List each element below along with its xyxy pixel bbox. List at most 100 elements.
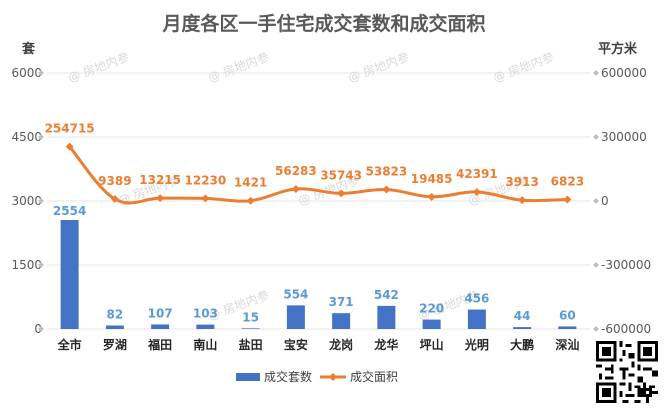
left-axis-unit: 套	[21, 41, 36, 57]
line-value-label: 56283	[275, 164, 317, 178]
data-labels: 2554 82 107 103 15 554 371 542 220 456 44 60 254715 9…	[45, 122, 585, 325]
x-axis-tick-label: 坪山	[420, 337, 444, 352]
x-axis-tick-label: 盐田	[239, 337, 263, 352]
bar-value-label: 103	[193, 307, 218, 321]
bar-龙岗	[332, 313, 351, 329]
right-axis-tick: 600000	[593, 66, 647, 80]
x-axis-tick-label: 龙华	[374, 337, 398, 352]
x-axis-tick-label: 南山	[193, 337, 217, 352]
line-series	[65, 142, 572, 205]
x-axis-tick-label: 大鹏	[510, 337, 534, 352]
left-axis-tick-marker	[38, 198, 44, 204]
line-point-坪山	[427, 192, 436, 201]
bar-value-label: 542	[374, 288, 399, 302]
right-axis-tick-label: 600000	[601, 66, 647, 80]
bar-value-label: 220	[419, 302, 444, 316]
x-axis-tick-label: 龙岗	[329, 337, 353, 352]
line-point-光明	[472, 187, 481, 196]
line-value-label: 53823	[366, 165, 408, 179]
legend-label-line: 成交面积	[350, 369, 398, 384]
bar-龙华	[377, 305, 396, 329]
line-value-label: 1421	[234, 176, 267, 190]
line-point-龙华	[382, 185, 391, 194]
x-axis-tick-label: 福田	[147, 337, 172, 352]
right-axis-unit: 平方米	[598, 41, 638, 57]
left-axis-tick-marker	[38, 70, 44, 76]
line-point-盐田	[246, 196, 255, 205]
bar-光明	[467, 309, 486, 329]
chart-title: 月度各区一手住宅成交套数和成交面积	[161, 12, 485, 35]
bar-value-label: 371	[329, 295, 354, 309]
right-axis-tick-marker	[593, 326, 599, 332]
bar-value-label: 44	[514, 309, 531, 323]
bar-深汕	[558, 326, 577, 329]
watermark-text: @ 房地内参	[346, 49, 411, 85]
right-axis-tick: -300000	[593, 258, 651, 272]
line-value-label: 35743	[320, 168, 362, 182]
legend-label-bar: 成交套数	[264, 369, 312, 384]
line-point-全市	[65, 142, 74, 151]
bar-罗湖	[105, 325, 124, 329]
line-value-label: 19485	[411, 172, 453, 186]
right-axis-tick-label: -300000	[601, 258, 651, 272]
x-axis-tick-label: 宝安	[284, 337, 308, 352]
bar-福田	[151, 324, 170, 329]
left-axis-tick-label: 3000	[11, 194, 42, 208]
axis-ticks: 01500300045006000-600000-300000030000060…	[11, 66, 651, 352]
line-point-南山	[201, 194, 210, 203]
x-axis-tick-label: 深汕	[555, 337, 579, 352]
watermark-text: @ 房地内参	[206, 49, 271, 85]
line-point-龙岗	[337, 189, 346, 198]
right-axis-tick: 0	[593, 194, 609, 208]
x-axis-tick-label: 全市	[57, 337, 82, 352]
bar-series	[60, 220, 577, 329]
bar-南山	[196, 324, 215, 329]
right-axis-tick-marker	[593, 70, 599, 76]
right-axis-tick-marker	[593, 262, 599, 268]
x-axis-tick-label: 罗湖	[103, 337, 127, 352]
legend-swatch-bar	[236, 373, 260, 381]
left-axis-tick-marker	[38, 134, 44, 140]
line-point-大鹏	[518, 196, 527, 205]
right-axis-tick: 300000	[593, 130, 647, 144]
bar-全市	[60, 220, 79, 329]
bar-value-label: 82	[107, 308, 124, 322]
right-axis-tick-label: -600000	[601, 322, 651, 336]
left-axis-tick-label: 4500	[11, 130, 42, 144]
legend-swatch-marker	[329, 373, 337, 381]
line-value-label: 9389	[98, 174, 131, 188]
line-value-label: 42391	[456, 167, 498, 181]
legend: 成交套数 成交面积	[236, 369, 398, 384]
bar-value-label: 456	[464, 292, 489, 306]
bar-盐田	[241, 328, 260, 329]
right-axis-tick-label: 0	[601, 194, 609, 208]
line-point-福田	[156, 194, 165, 203]
line-point-罗湖	[110, 194, 119, 203]
right-axis-tick-marker	[593, 198, 599, 204]
line-value-label: 3913	[505, 175, 538, 189]
left-axis-tick-label: 1500	[11, 258, 42, 272]
line-point-深汕	[563, 195, 572, 204]
right-axis-tick: -600000	[593, 322, 651, 336]
bar-坪山	[422, 319, 441, 329]
bar-value-label: 2554	[53, 204, 86, 218]
left-axis-tick-marker	[38, 262, 44, 268]
bar-value-label: 554	[283, 287, 308, 301]
line-value-label: 12230	[185, 173, 227, 187]
line-value-label: 254715	[45, 122, 95, 136]
x-axis-tick-label: 光明	[464, 337, 489, 352]
bar-宝安	[286, 305, 305, 329]
left-axis-tick-marker	[38, 326, 44, 332]
watermark-text: @ 房地内参	[66, 49, 131, 85]
qr-code-icon	[596, 341, 658, 403]
legend-item-bars: 成交套数	[236, 369, 312, 384]
bar-value-label: 107	[148, 306, 173, 320]
line-value-label: 6823	[551, 175, 584, 189]
legend-item-line: 成交面积	[320, 369, 398, 384]
line-point-宝安	[291, 184, 300, 193]
bar-value-label: 60	[559, 308, 576, 322]
left-axis-tick-label: 6000	[11, 66, 42, 80]
right-axis-tick-label: 300000	[601, 130, 647, 144]
watermark-text: @ 房地内参	[491, 49, 556, 85]
